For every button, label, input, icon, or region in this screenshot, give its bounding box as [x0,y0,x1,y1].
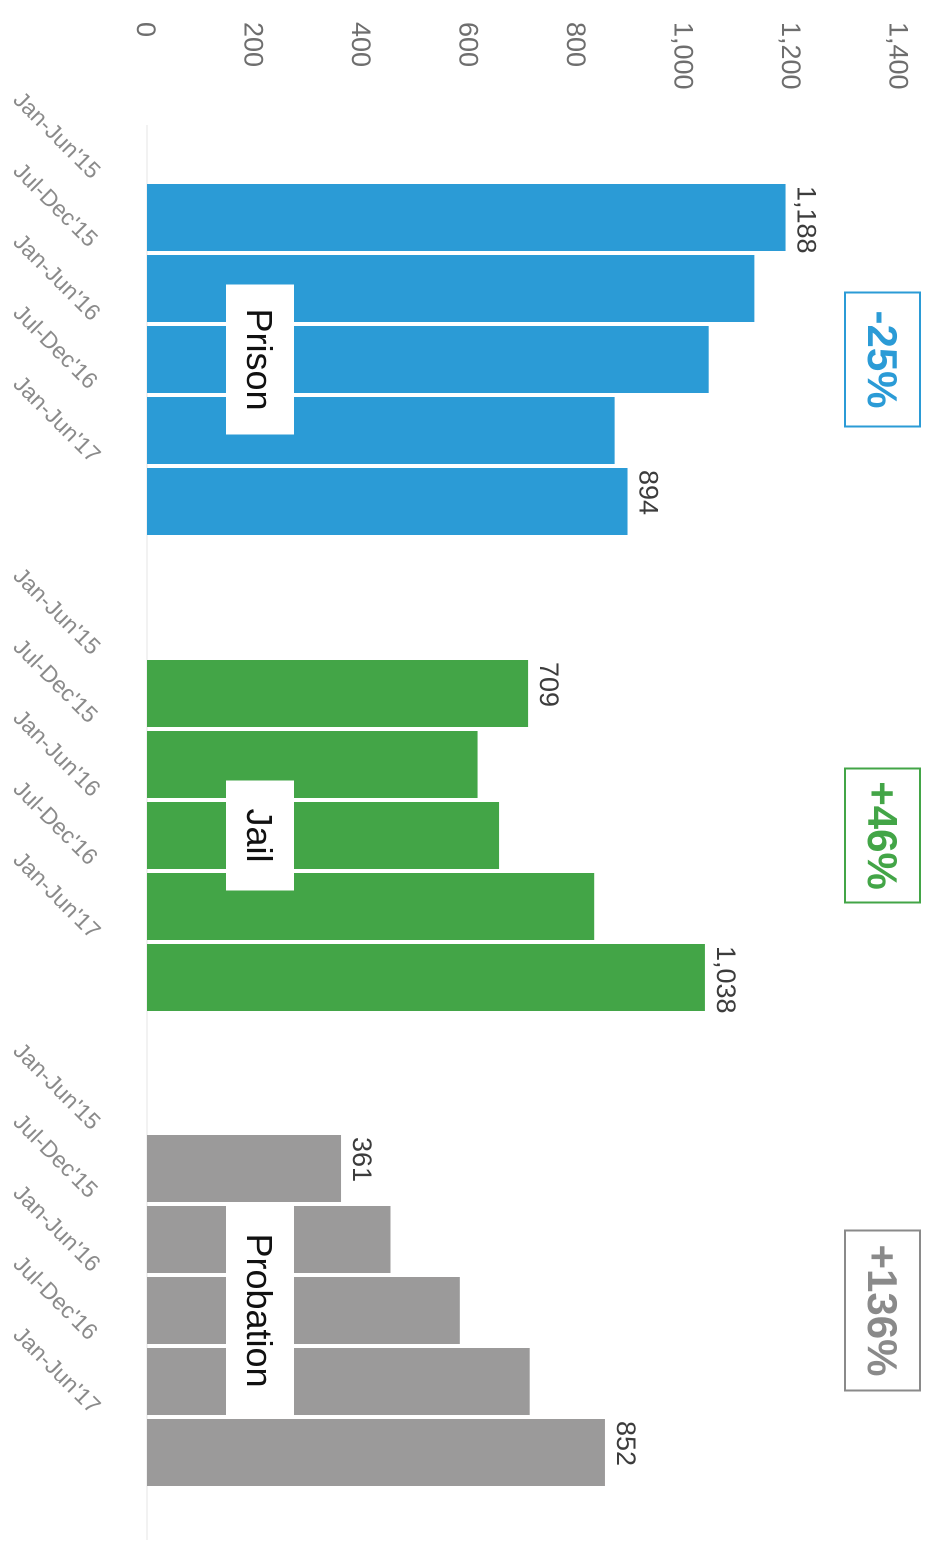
axis-tick-label: 200 [239,22,269,67]
bar [147,1348,530,1415]
bar [147,944,705,1011]
bar [147,802,500,869]
bar [147,1419,605,1486]
group-label-box [226,780,294,891]
change-badge-text: +46% [859,781,906,890]
group-label: Jail [239,808,280,862]
data-label: 894 [634,470,664,515]
change-badge-text: -25% [859,310,906,408]
axis-tick-label: 600 [454,22,484,67]
group-label-box [226,1205,294,1416]
group-probation [147,1135,605,1486]
data-label: 852 [611,1421,641,1466]
axis-tick-label: 1,200 [776,22,806,90]
group-jail [147,660,705,1011]
axis-tick-label: 800 [561,22,591,67]
data-label: 1,038 [711,946,741,1014]
change-badge [844,291,921,428]
bar [147,397,615,464]
group-label-box [226,284,294,435]
axis-tick-label: 1,000 [669,22,699,90]
bar [147,1277,460,1344]
data-label: 709 [534,662,564,707]
axis-tick-label: 400 [346,22,376,67]
group-label: Probation [239,1233,280,1387]
change-badge [844,1229,921,1392]
bar [147,731,478,798]
data-label: 361 [347,1137,377,1182]
change-badge [844,767,921,904]
axis-tick-label: 0 [131,22,161,37]
bar [147,184,786,251]
bar [147,873,595,940]
axis-tick-label: 1,400 [884,22,914,90]
bar [147,468,628,535]
bar [147,1135,342,1202]
group-label: Prison [239,308,280,410]
bar [147,660,529,727]
data-label: 1,188 [792,186,822,254]
change-badge-text: +136% [859,1245,906,1377]
